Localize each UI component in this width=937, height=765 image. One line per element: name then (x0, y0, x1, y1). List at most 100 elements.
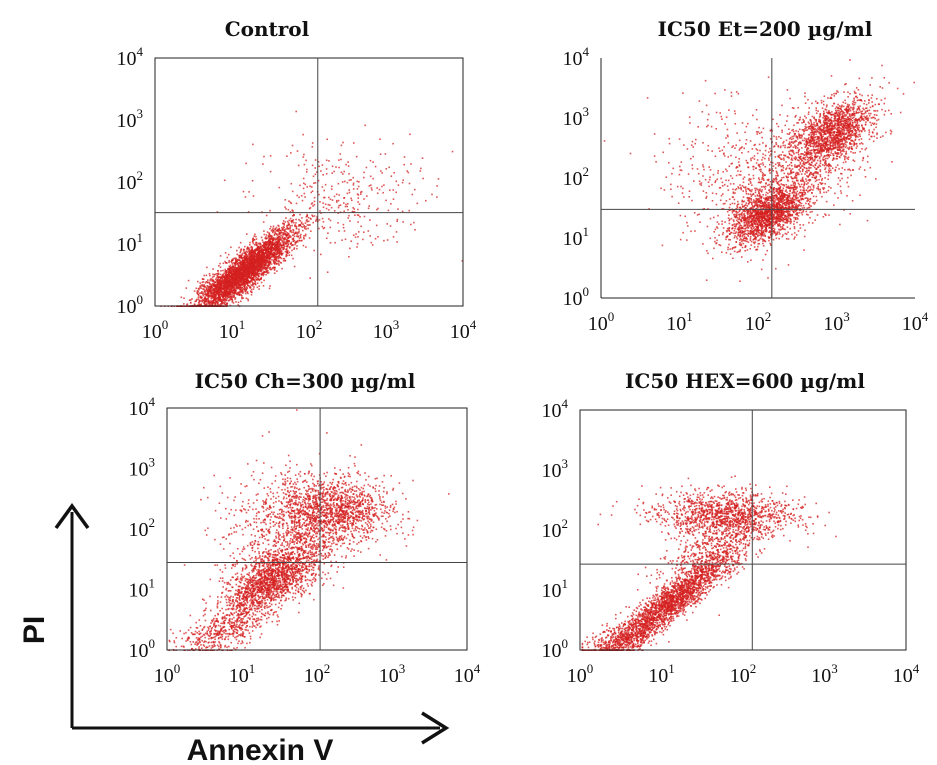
data-point (229, 299, 231, 301)
data-point (183, 297, 185, 299)
data-point (283, 223, 285, 225)
data-point (325, 207, 328, 210)
data-point (257, 246, 260, 249)
data-point (305, 228, 307, 230)
data-point (257, 259, 260, 261)
data-point (211, 276, 214, 278)
data-point (743, 176, 746, 178)
data-point (252, 237, 255, 239)
data-point (233, 295, 236, 298)
data-point (345, 203, 347, 206)
x-axis-label: Annexin V (187, 734, 334, 765)
data-point (264, 267, 267, 269)
data-point (238, 246, 240, 249)
data-point (231, 299, 234, 302)
data-point (226, 262, 228, 264)
data-point (220, 289, 222, 292)
data-point (248, 248, 251, 251)
data-point (281, 239, 283, 242)
data-point (781, 226, 784, 228)
data-point (265, 248, 267, 251)
data-point (276, 263, 278, 265)
data-point (768, 214, 770, 217)
data-point (333, 170, 335, 173)
data-point (276, 241, 279, 243)
data-point (264, 260, 266, 263)
data-point (751, 203, 753, 206)
data-point (260, 258, 263, 261)
data-point (311, 164, 314, 167)
data-point (770, 244, 772, 246)
data-point (231, 290, 234, 293)
data-point (235, 258, 238, 260)
data-point (278, 236, 280, 238)
data-point (799, 170, 801, 173)
data-point (813, 176, 816, 179)
data-point (251, 252, 253, 254)
data-point (251, 240, 254, 243)
data-point (326, 138, 328, 141)
data-point (188, 299, 191, 301)
data-point (243, 282, 245, 284)
data-point (235, 262, 238, 264)
data-point (299, 220, 301, 222)
data-point (235, 280, 238, 283)
data-point (221, 295, 224, 297)
data-point (277, 263, 280, 265)
data-point (266, 272, 269, 275)
data-point (244, 281, 247, 283)
data-point (227, 284, 229, 287)
data-point (272, 227, 274, 230)
data-point (255, 241, 258, 244)
data-point (356, 242, 359, 245)
data-point (248, 272, 250, 275)
data-point (288, 223, 291, 226)
data-point (205, 288, 208, 290)
data-point (219, 281, 222, 284)
data-point (372, 161, 374, 163)
data-point (295, 110, 297, 113)
data-point (746, 240, 748, 243)
data-point (772, 218, 775, 220)
data-point (393, 172, 395, 174)
data-point (292, 229, 295, 232)
data-point (256, 264, 259, 266)
data-point (251, 179, 254, 182)
data-point (436, 196, 438, 198)
data-point (228, 268, 230, 271)
data-point (766, 249, 768, 252)
data-points (603, 59, 915, 282)
data-point (339, 153, 342, 155)
data-point (306, 186, 308, 188)
data-point (753, 215, 755, 217)
data-point (266, 231, 269, 233)
data-point (256, 260, 259, 262)
data-point (741, 211, 743, 214)
data-point (247, 292, 249, 295)
data-point (252, 274, 255, 276)
data-point (234, 279, 236, 281)
data-point (202, 293, 204, 296)
data-point (436, 185, 438, 187)
data-point (790, 221, 792, 223)
data-point (765, 201, 768, 203)
data-point (207, 285, 210, 288)
data-point (234, 273, 237, 275)
data-point (211, 294, 213, 297)
data-point (378, 188, 381, 191)
data-point (221, 302, 223, 305)
data-point (220, 270, 222, 272)
tick-label: 104 (450, 317, 477, 343)
tick-label: 104 (117, 44, 144, 70)
data-point (819, 182, 821, 184)
data-point (234, 284, 236, 287)
data-point (801, 213, 804, 216)
data-point (206, 298, 208, 300)
data-point (369, 159, 372, 162)
data-point (779, 223, 781, 226)
data-point (266, 253, 268, 256)
data-point (775, 237, 778, 240)
data-point (296, 240, 299, 242)
data-point (295, 235, 298, 237)
